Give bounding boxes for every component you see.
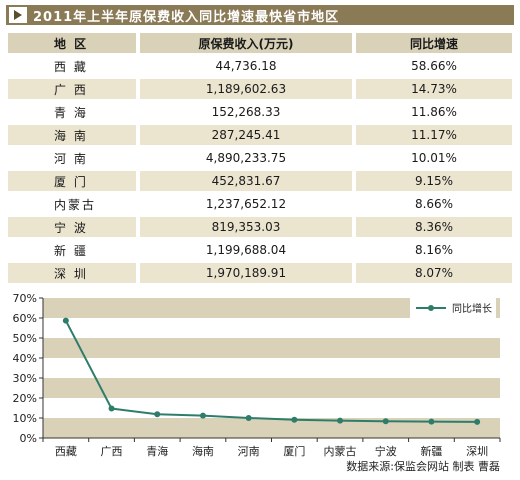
data-point (474, 418, 481, 425)
cell-income: 1,189,602.63 (140, 79, 352, 99)
data-point (245, 414, 252, 421)
data-point (154, 411, 161, 418)
cell-growth: 11.86% (356, 102, 512, 122)
table-row: 宁 波 819,353.03 8.36% (8, 217, 512, 237)
cell-income: 1,199,688.04 (140, 240, 352, 260)
chart-title: 2011年上半年原保费收入同比增速最快省市地区 (33, 9, 340, 25)
cell-growth: 8.66% (356, 194, 512, 214)
y-tick-label: 70% (13, 292, 37, 305)
table-row: 西 藏 44,736.18 58.66% (8, 56, 512, 76)
cell-region: 河 南 (8, 148, 136, 168)
cell-growth: 8.16% (356, 240, 512, 260)
source-note: 数据来源:保监会网站 制表 曹磊 (346, 460, 500, 473)
table-row: 广 西 1,189,602.63 14.73% (8, 79, 512, 99)
cell-income: 4,890,233.75 (140, 148, 352, 168)
cell-income: 1,970,189.91 (140, 263, 352, 283)
table-row: 河 南 4,890,233.75 10.01% (8, 148, 512, 168)
y-tick-label: 0% (20, 432, 37, 445)
x-tick-label: 内蒙古 (324, 444, 357, 458)
cell-income: 44,736.18 (140, 56, 352, 76)
grid-band (43, 318, 500, 338)
play-arrow-icon (9, 7, 27, 23)
x-tick-label: 西藏 (55, 445, 77, 458)
cell-income: 152,268.33 (140, 102, 352, 122)
cell-region: 深 圳 (8, 263, 136, 283)
data-point (382, 418, 389, 425)
x-tick-label: 海南 (192, 444, 214, 458)
cell-growth: 9.15% (356, 171, 512, 191)
cell-growth: 10.01% (356, 148, 512, 168)
data-point (291, 416, 298, 423)
cell-income: 819,353.03 (140, 217, 352, 237)
cell-income: 1,237,652.12 (140, 194, 352, 214)
y-tick-label: 60% (13, 312, 37, 325)
data-point (62, 317, 69, 324)
cell-region: 广 西 (8, 79, 136, 99)
cell-region: 内蒙古 (8, 194, 136, 214)
table-header-row: 地 区 原保费收入(万元) 同比增速 (8, 33, 512, 53)
header-income: 原保费收入(万元) (140, 33, 352, 53)
cell-growth: 11.17% (356, 125, 512, 145)
line-chart: 70% 60% 50% 40% 30% 20% 10% 0% 西藏 广西 青海 海南 河南 厦门 内蒙古 宁波… (0, 288, 520, 480)
cell-region: 海 南 (8, 125, 136, 145)
y-tick-label: 30% (13, 372, 37, 385)
table-row: 新 疆 1,199,688.04 8.16% (8, 240, 512, 260)
legend-box (410, 298, 496, 318)
table-row: 海 南 287,245.41 11.17% (8, 125, 512, 145)
cell-income: 452,831.67 (140, 171, 352, 191)
data-point (199, 412, 206, 419)
y-tick-label: 40% (13, 352, 37, 365)
x-tick-label: 厦门 (283, 444, 305, 458)
legend-marker (428, 305, 434, 311)
cell-region: 青 海 (8, 102, 136, 122)
cell-region: 新 疆 (8, 240, 136, 260)
cell-region: 西 藏 (8, 56, 136, 76)
header-growth: 同比增速 (356, 33, 512, 53)
cell-growth: 14.73% (356, 79, 512, 99)
x-tick-label: 宁波 (375, 444, 397, 458)
legend-label: 同比增长 (452, 302, 492, 315)
grid-band (43, 358, 500, 378)
data-point (108, 405, 115, 412)
x-tick-label: 新疆 (420, 444, 442, 458)
y-tick-label: 20% (13, 392, 37, 405)
x-tick-label: 广西 (101, 445, 123, 458)
cell-region: 宁 波 (8, 217, 136, 237)
x-tick-label: 深圳 (466, 445, 488, 458)
table-row: 内蒙古 1,237,652.12 8.66% (8, 194, 512, 214)
x-tick-label: 河南 (238, 445, 260, 458)
data-point (337, 417, 344, 424)
cell-growth: 8.36% (356, 217, 512, 237)
table-row: 青 海 152,268.33 11.86% (8, 102, 512, 122)
data-table: 地 区 原保费收入(万元) 同比增速 西 藏 44,736.18 58.66% 广 西… (8, 30, 512, 286)
header-region: 地 区 (8, 33, 136, 53)
series-line (64, 320, 478, 423)
y-tick-label: 10% (13, 412, 37, 425)
chart-svg: 70% 60% 50% 40% 30% 20% 10% 0% 西藏 广西 青海 海南 河南 厦门 内蒙古 宁波… (13, 292, 501, 458)
cell-income: 287,245.41 (140, 125, 352, 145)
data-point (428, 418, 435, 425)
y-tick-label: 50% (13, 332, 37, 345)
grid-band (43, 378, 500, 398)
cell-growth: 58.66% (356, 56, 512, 76)
cell-region: 厦 门 (8, 171, 136, 191)
title-bar: 2011年上半年原保费收入同比增速最快省市地区 (6, 5, 514, 25)
cell-growth: 8.07% (356, 263, 512, 283)
grid-band (43, 298, 500, 318)
grid-band (43, 338, 500, 358)
table-row: 厦 门 452,831.67 9.15% (8, 171, 512, 191)
table-row: 深 圳 1,970,189.91 8.07% (8, 263, 512, 283)
x-tick-label: 青海 (146, 444, 168, 458)
